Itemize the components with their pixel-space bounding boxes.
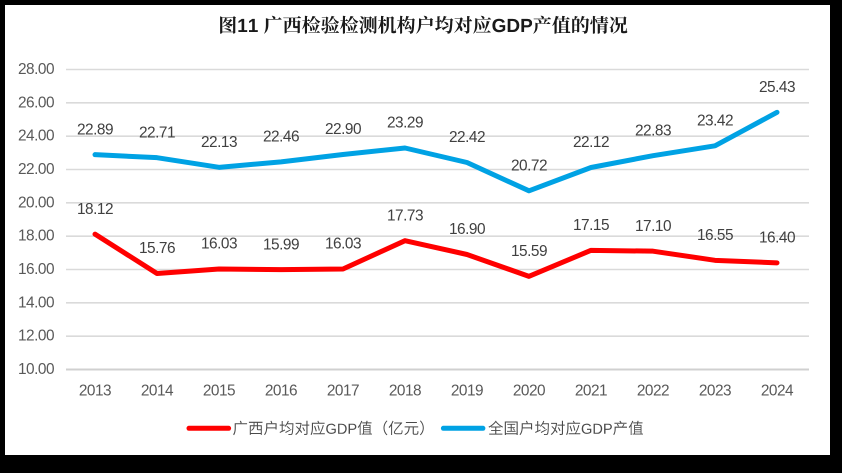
svg-text:16.03: 16.03 [325, 236, 361, 253]
svg-text:2020: 2020 [513, 382, 545, 399]
svg-text:22.46: 22.46 [263, 129, 299, 146]
svg-text:2014: 2014 [141, 382, 174, 399]
svg-text:18.12: 18.12 [77, 201, 113, 218]
svg-text:22.12: 22.12 [573, 134, 609, 151]
svg-text:23.29: 23.29 [387, 115, 423, 132]
svg-text:20.72: 20.72 [511, 158, 547, 175]
svg-text:18.00: 18.00 [18, 228, 54, 245]
svg-text:15.76: 15.76 [139, 240, 175, 257]
svg-text:2021: 2021 [575, 382, 607, 399]
svg-text:12.00: 12.00 [18, 328, 54, 345]
svg-text:2022: 2022 [637, 382, 669, 399]
svg-text:24.00: 24.00 [18, 128, 54, 145]
svg-text:16.55: 16.55 [697, 227, 733, 244]
svg-text:16.00: 16.00 [18, 261, 54, 278]
svg-text:2013: 2013 [79, 382, 111, 399]
svg-text:26.00: 26.00 [18, 94, 54, 111]
svg-text:20.00: 20.00 [18, 194, 54, 211]
svg-text:28.00: 28.00 [18, 61, 54, 78]
svg-text:2017: 2017 [327, 382, 359, 399]
svg-text:15.99: 15.99 [263, 236, 299, 253]
svg-text:17.73: 17.73 [387, 207, 423, 224]
svg-text:14.00: 14.00 [18, 294, 54, 311]
svg-text:16.90: 16.90 [449, 221, 485, 238]
svg-text:22.89: 22.89 [77, 121, 113, 138]
svg-text:2023: 2023 [699, 382, 731, 399]
svg-text:16.03: 16.03 [201, 236, 237, 253]
svg-text:2019: 2019 [451, 382, 483, 399]
svg-text:22.83: 22.83 [635, 122, 671, 139]
svg-text:17.15: 17.15 [573, 217, 609, 234]
svg-text:17.10: 17.10 [635, 218, 671, 235]
svg-text:2016: 2016 [265, 382, 297, 399]
svg-text:16.40: 16.40 [759, 230, 795, 247]
svg-text:2018: 2018 [389, 382, 421, 399]
svg-text:22.71: 22.71 [139, 124, 175, 141]
svg-text:10.00: 10.00 [18, 361, 54, 378]
svg-text:23.42: 23.42 [697, 113, 733, 130]
svg-text:25.43: 25.43 [759, 79, 795, 96]
svg-text:22.13: 22.13 [201, 134, 237, 151]
svg-text:22.42: 22.42 [449, 129, 485, 146]
svg-text:15.59: 15.59 [511, 243, 547, 260]
svg-text:2024: 2024 [761, 382, 794, 399]
svg-text:22.90: 22.90 [325, 121, 361, 138]
svg-text:2015: 2015 [203, 382, 235, 399]
svg-text:22.00: 22.00 [18, 161, 54, 178]
